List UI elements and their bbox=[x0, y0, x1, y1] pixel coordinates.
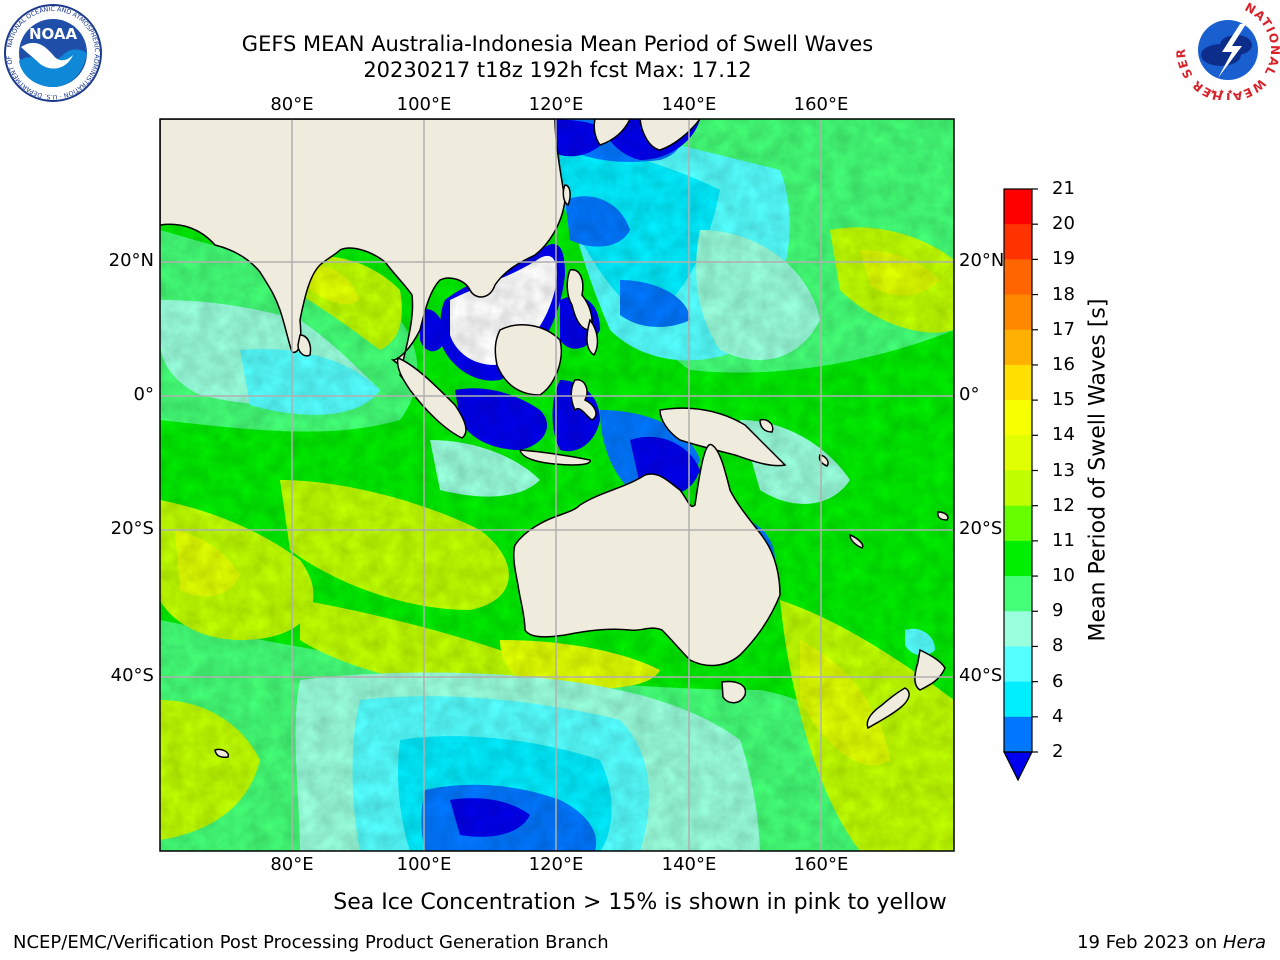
colorbar-tick-label: 2 bbox=[1052, 741, 1064, 762]
colorbar-tick-label: 14 bbox=[1052, 424, 1075, 446]
colorbar-band bbox=[1004, 646, 1032, 683]
colorbar-tick-label: 11 bbox=[1052, 529, 1075, 551]
footer-date: 19 Feb 2023 on Hera bbox=[1077, 932, 1266, 953]
colorbar-tick-label: 18 bbox=[1052, 283, 1075, 305]
map-title: GEFS MEAN Australia-Indonesia Mean Perio… bbox=[241, 32, 874, 56]
colorbar-band bbox=[1004, 364, 1032, 401]
lat-label-right: 0° bbox=[959, 384, 980, 405]
colorbar-band bbox=[1004, 400, 1032, 436]
colorbar-tick-label: 9 bbox=[1052, 600, 1064, 622]
colorbar-tick-label: 17 bbox=[1052, 318, 1075, 340]
lon-label-bottom: 120°E bbox=[528, 854, 584, 875]
lon-label-top: 100°E bbox=[396, 94, 452, 115]
lat-label-left: 0° bbox=[133, 384, 154, 405]
colorbar-band bbox=[1004, 576, 1032, 612]
lat-label-left: 40°S bbox=[110, 665, 154, 686]
map-frame bbox=[159, 118, 955, 852]
colorbar-band bbox=[1004, 259, 1032, 296]
lon-label-bottom: 160°E bbox=[793, 854, 849, 875]
colorbar-tick-label: 13 bbox=[1052, 459, 1075, 481]
colorbar-band bbox=[1004, 505, 1032, 542]
map-gridlines bbox=[160, 119, 954, 851]
svg-text:★ ★ ★: ★ ★ ★ bbox=[1210, 88, 1233, 96]
colorbar-tick-label: 20 bbox=[1052, 213, 1075, 235]
lon-label-bottom: 140°E bbox=[661, 854, 717, 875]
map-subtitle: 20230217 t18z 192h fcst Max: 17.12 bbox=[363, 58, 752, 82]
lat-label-right: 20°N bbox=[959, 250, 1005, 271]
noaa-logo: NATIONAL OCEANIC AND ATMOSPHERIC ADMINIS… bbox=[0, 0, 103, 103]
colorbar-label: Mean Period of Swell Waves [s] bbox=[1085, 298, 1111, 642]
lat-label-right: 20°S bbox=[959, 518, 1003, 539]
lon-label-top: 140°E bbox=[661, 94, 717, 115]
colorbar-tick-label: 12 bbox=[1052, 494, 1075, 516]
colorbar-band bbox=[1004, 716, 1032, 753]
colorbar-extend-arrow bbox=[1003, 751, 1033, 782]
colorbar-band bbox=[1004, 294, 1032, 331]
colorbar-tick-label: 19 bbox=[1052, 248, 1075, 270]
colorbar bbox=[1003, 188, 1038, 782]
land-masses bbox=[160, 119, 949, 758]
lat-label-right: 40°S bbox=[959, 665, 1003, 686]
colorbar-band bbox=[1004, 435, 1032, 471]
lon-label-top: 80°E bbox=[270, 94, 314, 115]
colorbar-band bbox=[1004, 540, 1032, 577]
colorbar-band bbox=[1004, 224, 1032, 260]
colorbar-tick-label: 4 bbox=[1052, 705, 1064, 727]
colorbar-band bbox=[1004, 470, 1032, 507]
lat-label-left: 20°S bbox=[110, 518, 154, 539]
colorbar-tick-label: 10 bbox=[1052, 565, 1075, 587]
colorbar-tick-label: 15 bbox=[1052, 389, 1075, 411]
colorbar-band bbox=[1004, 329, 1032, 366]
lon-label-top: 120°E bbox=[528, 94, 584, 115]
colorbar-band bbox=[1004, 611, 1032, 647]
sea-ice-note: Sea Ice Concentration > 15% is shown in … bbox=[333, 890, 947, 915]
colorbar-tick-label: 8 bbox=[1052, 635, 1064, 657]
colorbar-band bbox=[1004, 681, 1032, 718]
lon-label-bottom: 80°E bbox=[270, 854, 314, 875]
footer-branch: NCEP/EMC/Verification Post Processing Pr… bbox=[13, 932, 609, 953]
lon-label-bottom: 100°E bbox=[396, 854, 452, 875]
footer-host: Hera bbox=[1222, 932, 1266, 953]
colorbar-tick-label: 16 bbox=[1052, 353, 1075, 375]
colorbar-tick-label: 21 bbox=[1052, 178, 1075, 199]
nws-logo: NATIONAL WEATHER SERVICE ★ ★ ★ bbox=[1171, 0, 1280, 104]
swell-period-field bbox=[160, 119, 954, 851]
colorbar-tick-label: 6 bbox=[1052, 670, 1064, 692]
lon-label-top: 160°E bbox=[793, 94, 849, 115]
colorbar-band bbox=[1004, 189, 1032, 225]
footer-date-text: 19 Feb 2023 on bbox=[1077, 932, 1223, 953]
noaa-logo-text: NOAA bbox=[29, 25, 78, 43]
lat-label-left: 20°N bbox=[108, 250, 154, 271]
